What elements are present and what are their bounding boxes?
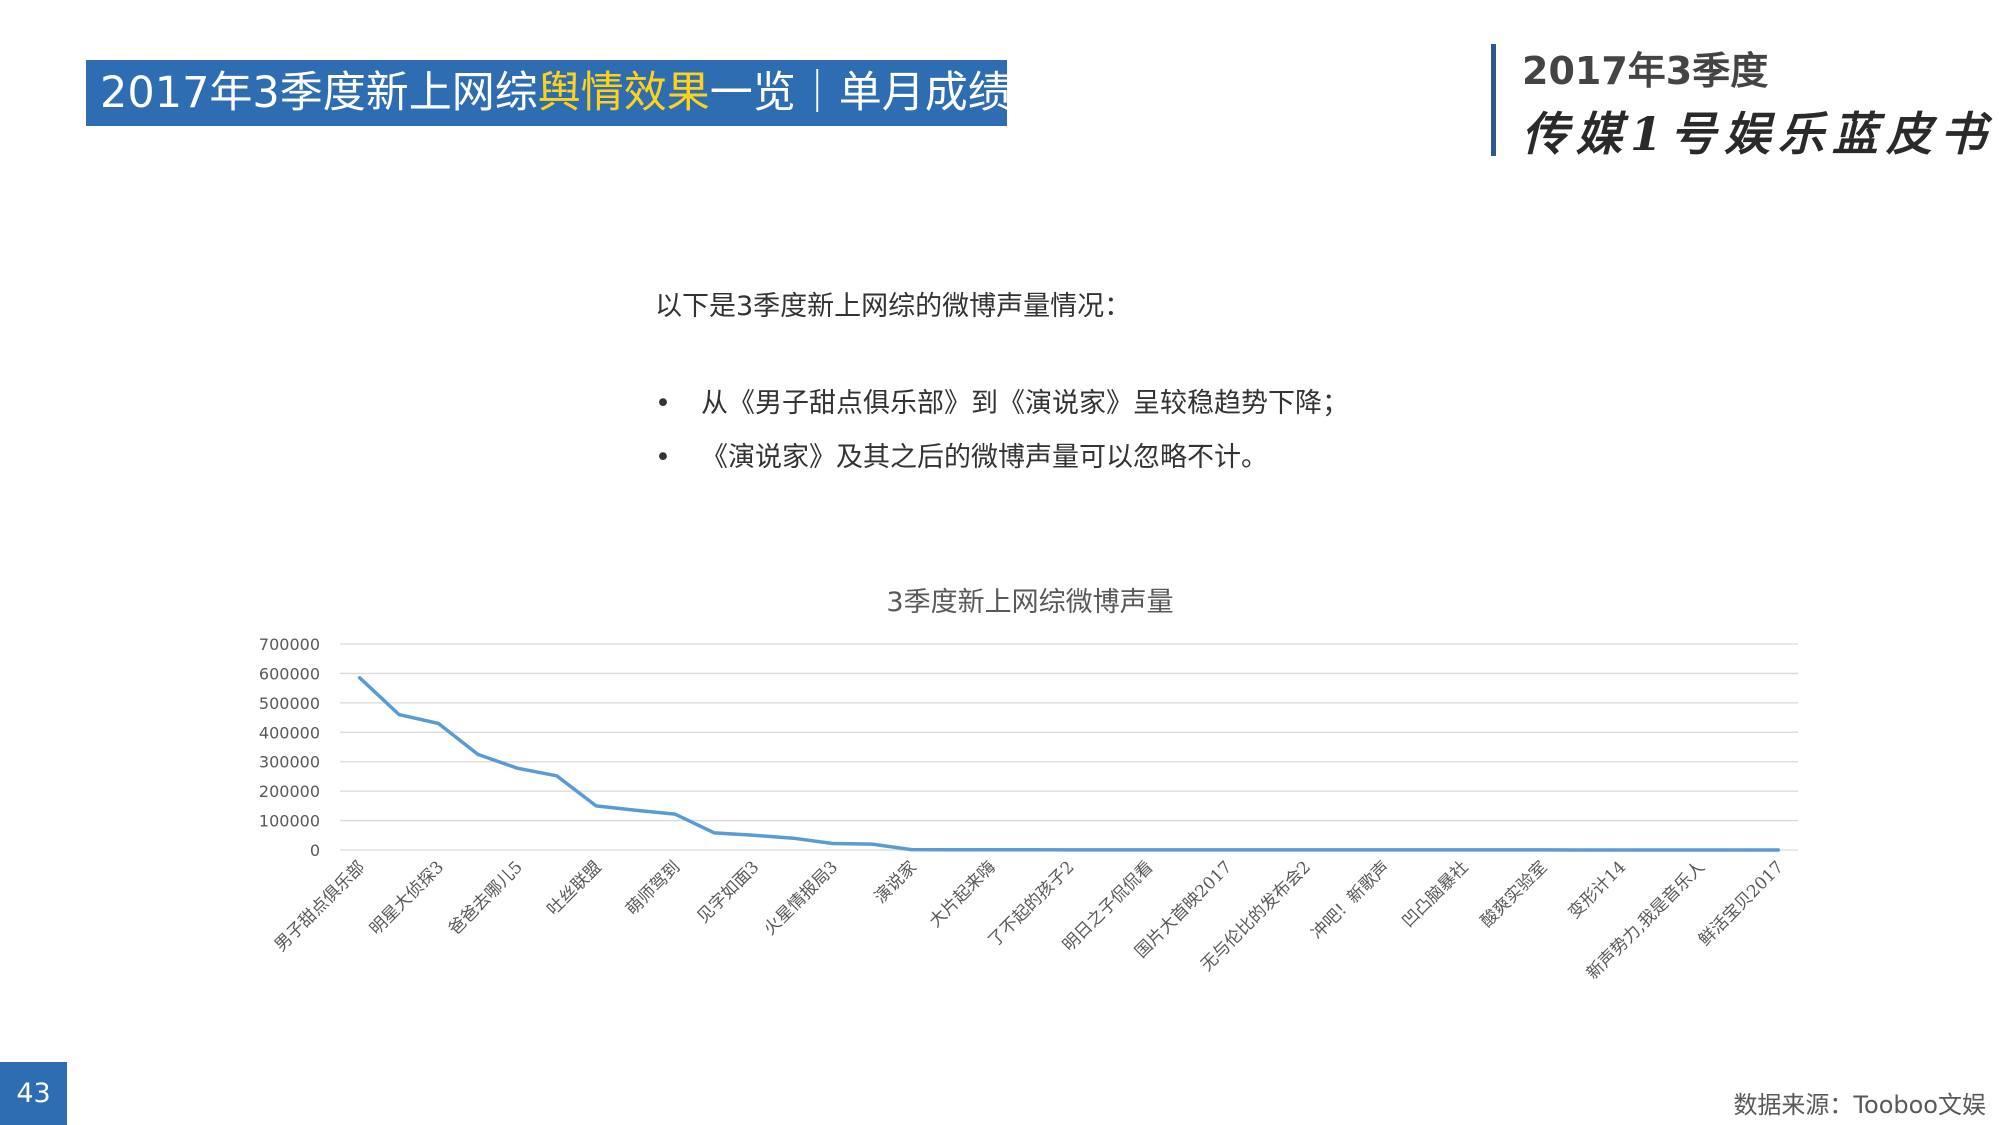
x-tick-label: 鲜活宝贝2017: [1695, 857, 1788, 950]
intro-text: 以下是3季度新上网综的微博声量情况：: [655, 291, 1132, 322]
data-source: 数据来源：Tooboo文娱: [1733, 1091, 1986, 1119]
data-point: [752, 833, 756, 837]
x-tick-label: 明星大侦探3: [366, 857, 448, 939]
x-tick-label: 演说家: [871, 857, 921, 907]
data-point: [988, 848, 992, 852]
title-suffix: 一览｜单月成绩: [709, 68, 1007, 118]
x-tick-label: 酸爽实验室: [1477, 857, 1551, 931]
data-point: [515, 766, 519, 770]
data-point: [1422, 848, 1426, 852]
data-point: [1343, 848, 1347, 852]
data-point: [1658, 848, 1662, 852]
brand-subtitle: 2017年3季度: [1522, 49, 1769, 93]
y-tick-label: 500000: [259, 694, 320, 713]
y-tick-label: 0: [310, 841, 320, 860]
x-tick-label: 冲吧！新歌声: [1308, 857, 1394, 943]
data-point: [712, 831, 716, 835]
data-point: [1028, 848, 1032, 852]
page-title: 2017年3季度新上网综舆情效果一览｜单月成绩: [86, 60, 1007, 126]
x-tick-label: 见字如面3: [693, 857, 763, 927]
data-point: [397, 713, 401, 717]
x-tick-label: 火星情报局3: [760, 857, 842, 939]
x-tick-label: 大片起来嗨: [925, 857, 999, 931]
y-tick-label: 400000: [259, 723, 320, 742]
bullet-text: 《演说家》及其之后的微博声量可以忽略不计。: [701, 442, 1268, 473]
data-point: [1225, 848, 1229, 852]
title-prefix: 2017年3季度新上网综: [100, 68, 538, 118]
data-point: [1264, 848, 1268, 852]
data-point: [437, 721, 441, 725]
data-point: [870, 842, 874, 846]
data-point: [1461, 848, 1465, 852]
x-tick-label: 变形计14: [1565, 857, 1631, 923]
bullet-item: • 从《男子甜点俱乐部》到《演说家》呈较稳趋势下降；: [655, 386, 1349, 440]
bullet-dot: •: [655, 442, 671, 473]
data-point: [673, 812, 677, 816]
y-tick-label: 700000: [259, 635, 320, 654]
x-tick-label: 爸爸去哪儿5: [445, 857, 527, 939]
data-point: [1619, 848, 1623, 852]
title-highlight: 舆情效果: [537, 68, 710, 118]
data-point: [1382, 848, 1386, 852]
bullet-list: • 从《男子甜点俱乐部》到《演说家》呈较稳趋势下降； • 《演说家》及其之后的微博声…: [655, 386, 1349, 494]
data-point: [476, 752, 480, 756]
y-tick-label: 100000: [259, 812, 320, 831]
x-tick-label: 萌师驾到: [622, 857, 684, 919]
bullet-dot: •: [655, 388, 671, 419]
series-line: [357, 676, 1781, 852]
data-point: [1067, 848, 1071, 852]
data-point: [1697, 848, 1701, 852]
x-tick-label: 吐丝联盟: [543, 857, 605, 919]
data-point: [1540, 848, 1544, 852]
chart-title: 3季度新上网综微博声量: [886, 587, 1174, 618]
data-point: [1776, 848, 1780, 852]
y-tick-label: 300000: [259, 753, 320, 772]
data-point: [555, 774, 559, 778]
data-point: [1500, 848, 1504, 852]
bullet-text: 从《男子甜点俱乐部》到《演说家》呈较稳趋势下降；: [701, 388, 1349, 419]
data-point: [1185, 848, 1189, 852]
brand-logo-text: 传媒1号娱乐蓝皮书: [1522, 107, 1995, 161]
page-number: 43: [0, 1062, 67, 1125]
bullet-item: • 《演说家》及其之后的微博声量可以忽略不计。: [655, 440, 1349, 494]
y-tick-label: 200000: [259, 782, 320, 801]
x-tick-label: 男子甜点俱乐部: [271, 857, 369, 955]
data-point: [634, 808, 638, 812]
data-point: [791, 836, 795, 840]
data-point: [1737, 848, 1741, 852]
data-point: [1579, 848, 1583, 852]
data-point: [909, 848, 913, 852]
brand-divider: [1491, 44, 1496, 156]
data-point: [1106, 848, 1110, 852]
y-tick-label: 600000: [259, 664, 320, 683]
data-point: [1146, 848, 1150, 852]
data-point: [831, 842, 835, 846]
data-point: [358, 676, 362, 680]
data-point: [594, 804, 598, 808]
x-tick-label: 凹凸脑暴社: [1398, 857, 1472, 931]
data-point: [949, 848, 953, 852]
data-point: [1303, 848, 1307, 852]
